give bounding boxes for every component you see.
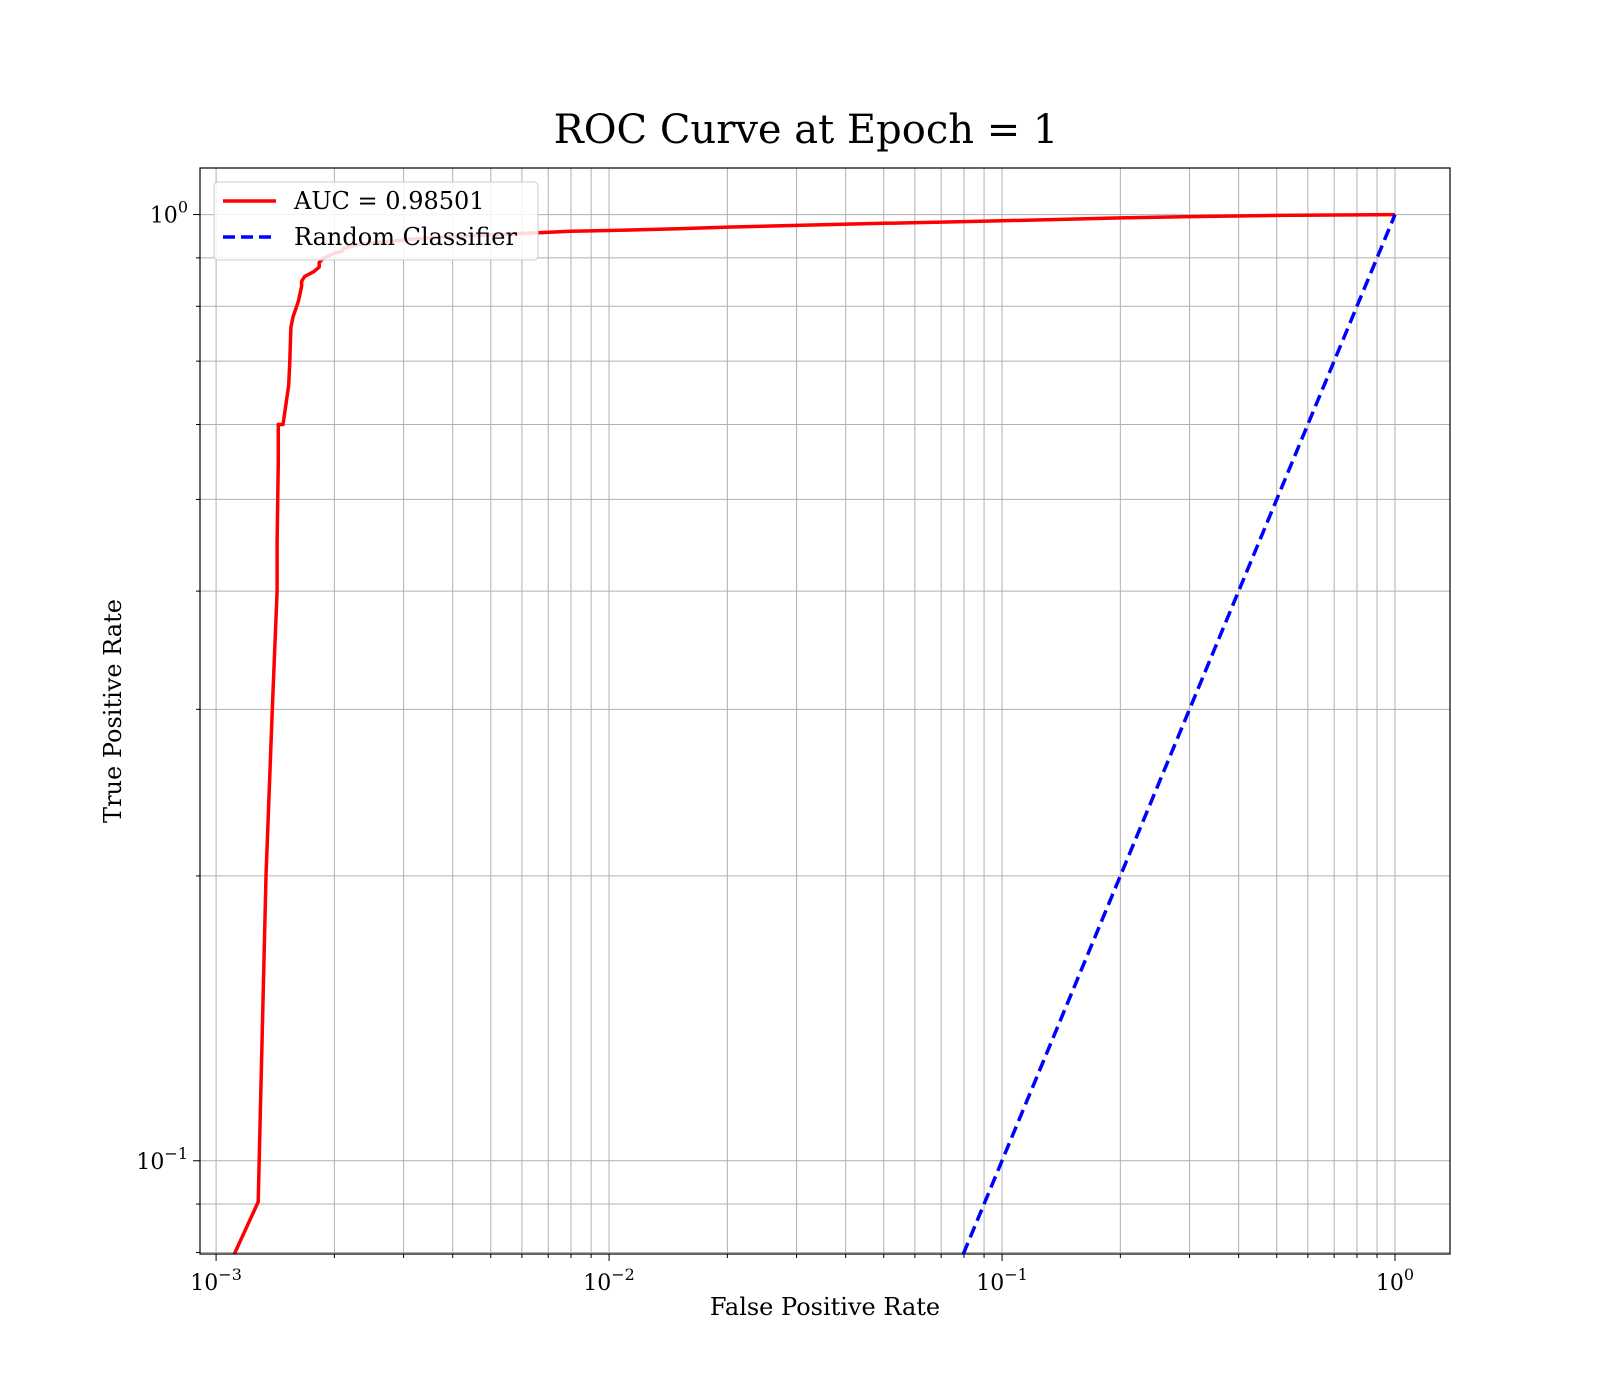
y-tick-label: 10−1 bbox=[136, 1144, 188, 1175]
legend-label-random: Random Classifier bbox=[294, 223, 517, 251]
chart-title: ROC Curve at Epoch = 1 bbox=[554, 107, 1059, 153]
grid bbox=[200, 168, 1450, 1254]
x-tick-label: 10−3 bbox=[190, 1265, 242, 1296]
plot-frame bbox=[199, 167, 1451, 1255]
random-classifier-line bbox=[961, 213, 1397, 1254]
x-axis-title: False Positive Rate bbox=[710, 1293, 940, 1321]
x-tick-label: 100 bbox=[1376, 1265, 1414, 1296]
legend-label-auc: AUC = 0.98501 bbox=[293, 187, 485, 215]
x-tick-label: 10−2 bbox=[583, 1265, 635, 1296]
legend: AUC = 0.98501 Random Classifier bbox=[213, 181, 539, 261]
x-tick-label: 10−1 bbox=[976, 1265, 1028, 1296]
ticks: 10−3 10−2 10−1 100 10−1 100 bbox=[136, 198, 1414, 1296]
y-tick-label: 100 bbox=[150, 198, 188, 229]
y-axis-title: True Positive Rate bbox=[99, 599, 127, 823]
legend-box bbox=[213, 181, 539, 261]
